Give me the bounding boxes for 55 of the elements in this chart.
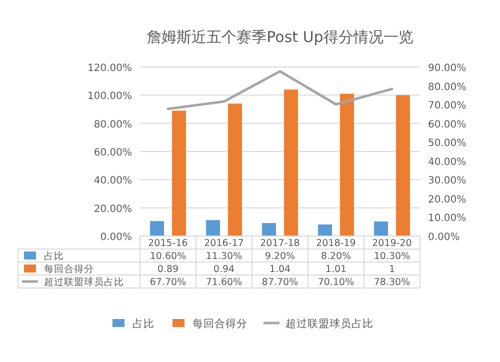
data-label: 70.10% — [318, 277, 354, 288]
bar — [262, 223, 276, 236]
data-label: 1 — [388, 264, 396, 275]
bar — [374, 221, 388, 236]
data-label: 71.60% — [206, 277, 242, 288]
data-label: 0.89 — [157, 264, 179, 275]
data-label: 67.70% — [150, 277, 186, 288]
y-tick-label: 60.00% — [94, 148, 132, 158]
y-tick-label: 100.00% — [88, 91, 132, 102]
text: 超过联盟球员占比 — [286, 318, 374, 330]
legend-label: 每回合得分 — [192, 317, 248, 330]
bar — [396, 95, 410, 236]
bar — [340, 94, 354, 236]
bar — [228, 104, 242, 236]
bar — [206, 220, 220, 236]
data-label: 10.60% — [150, 251, 186, 262]
x-tick-label: 2018-19 — [316, 238, 356, 249]
legend-label: 占比 — [132, 317, 154, 330]
x-tick-label: 2015-16 — [148, 238, 188, 249]
y2-tick-label: 70.00% — [428, 100, 466, 112]
y2-tick-label: 90.00% — [428, 63, 466, 74]
y-tick-label: 0.00% — [100, 232, 132, 243]
x-tick-label: 2017-18 — [260, 238, 300, 249]
data-label: 87.70% — [262, 277, 298, 288]
y2-tick-label: 0.00% — [428, 232, 460, 243]
chart-title: 詹姆斯近五个赛季Post Up得分情况一览 — [146, 28, 414, 46]
y-tick-label: 40.00% — [94, 176, 132, 187]
bar — [318, 224, 332, 236]
y2-tick-label: 50.00% — [428, 138, 466, 150]
y-tick-label: 20.00% — [94, 204, 132, 215]
bar — [172, 110, 186, 236]
line-series — [166, 70, 394, 110]
text: 占比 — [44, 251, 64, 262]
data-label: 0.94 — [213, 264, 235, 275]
data-label: 8.20% — [320, 251, 352, 262]
legend-label: 超过联盟球员占比 — [44, 276, 124, 288]
x-tick-label: 2016-17 — [204, 238, 244, 249]
bar — [284, 90, 298, 236]
data-label: 9.20% — [264, 251, 296, 262]
y2-tick-label: 60.00% — [428, 119, 466, 130]
y-tick-label: 80.00% — [94, 119, 132, 130]
data-label: 10.30% — [374, 251, 410, 262]
data-label: 78.30% — [374, 277, 410, 288]
x-tick-label: 2019-20 — [372, 238, 412, 249]
y2-tick-label: 30.00% — [428, 176, 466, 187]
text: 每回合得分 — [44, 264, 94, 275]
data-label: 11.30% — [206, 251, 242, 262]
data-label: 1.01 — [325, 264, 347, 275]
bar — [150, 221, 164, 236]
y2-tick-label: 10.00% — [428, 213, 466, 224]
y2-tick-label: 40.00% — [428, 156, 466, 168]
y-tick-label: 120.00% — [88, 63, 132, 74]
y2-tick-label: 80.00% — [428, 82, 466, 93]
data-label: 1.04 — [269, 264, 291, 275]
y2-tick-label: 20.00% — [428, 194, 466, 206]
